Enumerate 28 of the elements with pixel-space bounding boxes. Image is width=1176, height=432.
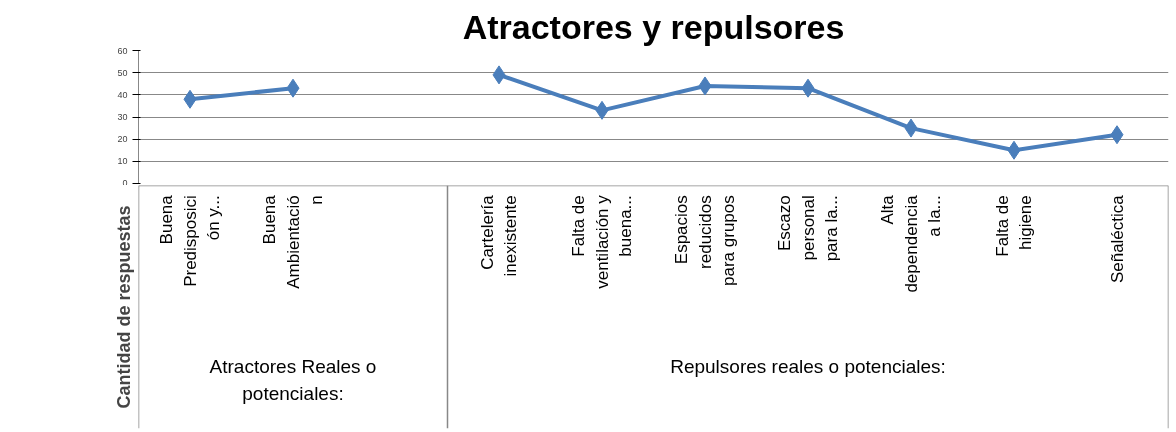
text: Atractores Reales o potenciales: xyxy=(209,355,377,404)
y-tick-label: 0 xyxy=(122,177,128,188)
chart-title: Atractores y repulsores xyxy=(462,7,845,46)
x-tick-label: Alta dependencia a la... xyxy=(877,194,945,293)
point xyxy=(698,76,712,96)
point xyxy=(286,78,300,98)
point xyxy=(183,89,197,109)
x-tick-label: Buena Ambientació n xyxy=(259,194,327,289)
x-tick-label: Señaléctica xyxy=(1107,194,1127,284)
point xyxy=(801,78,815,98)
y-tick-label: 30 xyxy=(117,112,128,122)
x-tick-label: Falta de ventilación y buena... xyxy=(568,194,636,289)
text: Repulsores reales o potenciales: xyxy=(670,355,946,377)
y-axis-title: Cantidad de respuestas xyxy=(113,205,134,409)
y-tick-label: 40 xyxy=(117,89,128,100)
y-tick-label: 20 xyxy=(117,134,128,145)
point xyxy=(1110,125,1124,145)
point xyxy=(904,118,918,138)
x-tick-label: Escazo personal para la... xyxy=(774,195,842,262)
point xyxy=(1007,140,1021,160)
y-tick-label: 60 xyxy=(117,45,128,56)
y-tick-label: 50 xyxy=(117,67,128,78)
x-tick-label: Cartelería inexistente xyxy=(477,194,521,277)
point xyxy=(492,65,506,85)
point xyxy=(595,100,609,120)
x-tick-label: Buena Predisposici ón y... xyxy=(156,194,224,287)
x-tick-label: Falta de higiene xyxy=(992,195,1036,257)
y-tick-label: 10 xyxy=(117,156,128,167)
